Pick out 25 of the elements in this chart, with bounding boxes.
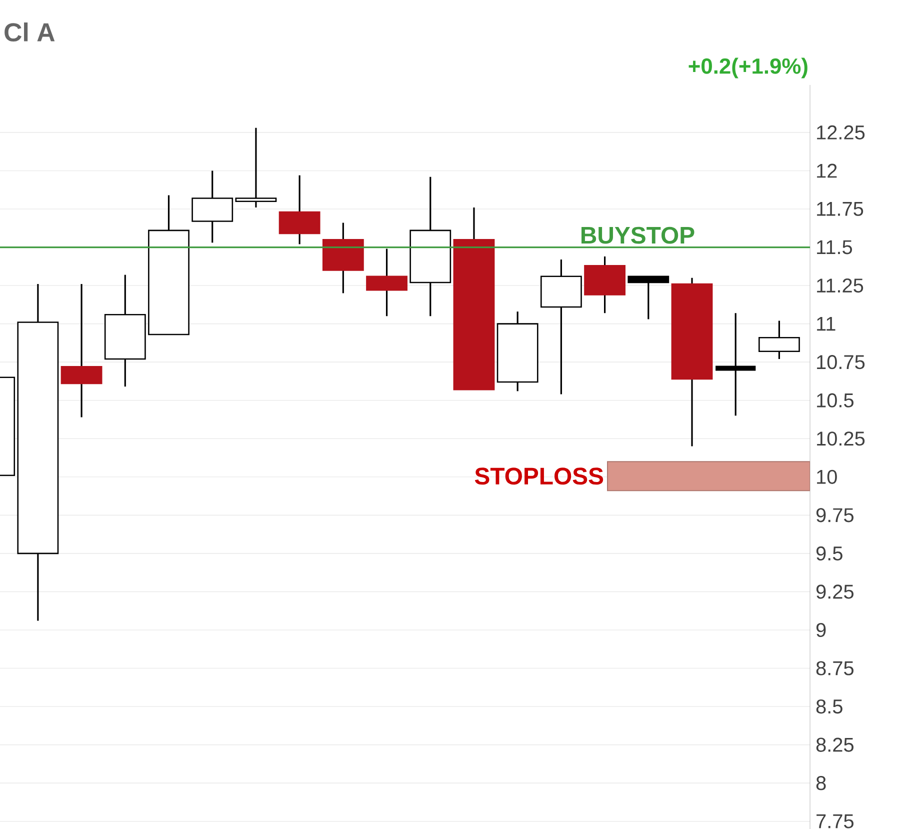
y-tick-label: 9.25 (816, 584, 854, 599)
chart-title: Cl A (4, 22, 55, 42)
y-tick-label: 10.25 (817, 432, 865, 446)
y-tick-label: 11 (817, 316, 836, 331)
candlestick (235, 127, 277, 208)
y-tick-label: 11.25 (817, 278, 864, 293)
y-tick-label: 7.75 (816, 814, 854, 828)
y-tick-label: 8.25 (816, 738, 854, 752)
y-tick-label: 12.25 (817, 125, 865, 140)
ref-line-label: BUYSTOP (582, 226, 694, 244)
y-tick-label: 9.75 (816, 508, 854, 522)
y-tick-label: 11.75 (817, 202, 864, 216)
y-tick-label: 8 (816, 776, 826, 790)
y-tick-label: 10 (817, 470, 837, 484)
y-tick-label: 9 (816, 622, 826, 638)
band-label: STOPLOSS (474, 468, 604, 485)
y-tick-label: 12 (817, 164, 837, 178)
y-tick-label: 9.5 (816, 546, 842, 560)
y-tick-label: 10.5 (817, 393, 854, 408)
candlestick (716, 312, 756, 416)
y-tick-label: 8.75 (816, 661, 854, 676)
y-tick-label: 10.75 (817, 355, 865, 370)
y-tick-label: 11.5 (817, 240, 852, 254)
chart-subtitle: +0.2(+1.9%) (688, 58, 808, 78)
y-tick-label: 8.5 (816, 699, 842, 714)
